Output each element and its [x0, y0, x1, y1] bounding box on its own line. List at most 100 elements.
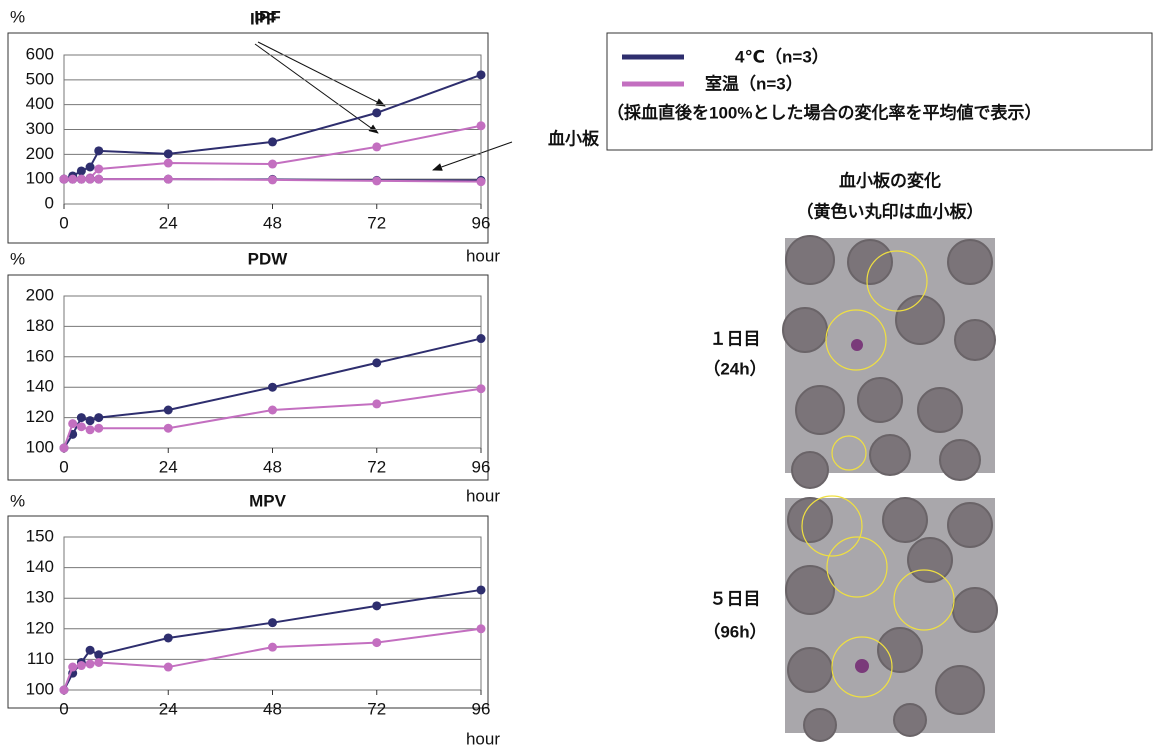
- data-point: [476, 585, 486, 595]
- data-point: [76, 413, 86, 423]
- y-axis-label: %: [10, 491, 25, 510]
- chart-frame: [7, 32, 489, 244]
- legend-entry: 室温（n=3）: [705, 73, 803, 93]
- data-point: [94, 164, 104, 174]
- y-tick-label: 200: [26, 285, 54, 304]
- data-point: [372, 399, 382, 409]
- data-point: [85, 174, 95, 184]
- data-point: [94, 650, 104, 660]
- x-tick-label: 96: [472, 457, 491, 476]
- annotation-arrows: [254, 41, 513, 171]
- y-tick-label: 130: [26, 588, 54, 607]
- data-point: [372, 176, 382, 186]
- data-point: [476, 70, 486, 80]
- data-point: [476, 334, 486, 344]
- y-tick-label: 120: [26, 618, 54, 637]
- y-tick-label: 160: [26, 346, 54, 365]
- data-point: [94, 423, 104, 433]
- legend-note: （採血直後を100%とした場合の変化率を平均値で表示）: [607, 102, 1041, 122]
- data-point: [68, 174, 78, 184]
- x-axis-label: hour: [466, 246, 500, 265]
- x-tick-label: 96: [472, 699, 491, 718]
- plot-area: [63, 536, 482, 691]
- data-point: [372, 638, 382, 648]
- data-point: [68, 419, 78, 429]
- data-point: [85, 162, 95, 172]
- y-tick-label: 300: [26, 119, 54, 138]
- panel-hours: （24h）: [703, 358, 766, 378]
- panel-day: １日目: [710, 329, 761, 348]
- x-tick-label: 72: [367, 457, 386, 476]
- chart-frame: [7, 274, 489, 481]
- x-tick-label: 48: [263, 699, 282, 718]
- plot-area: [63, 295, 482, 449]
- y-axis-label: %: [10, 7, 25, 26]
- data-point: [59, 685, 69, 695]
- data-point: [94, 413, 104, 423]
- series-line: [63, 588, 482, 691]
- data-point: [476, 384, 486, 394]
- y-tick-label: 600: [26, 44, 54, 63]
- x-tick-label: 72: [367, 699, 386, 718]
- x-tick-label: 24: [159, 457, 178, 476]
- data-point: [76, 174, 86, 184]
- data-point: [476, 624, 486, 634]
- y-tick-label: 180: [26, 316, 54, 335]
- data-point: [94, 657, 104, 667]
- data-point: [85, 659, 95, 669]
- y-tick-label: 110: [27, 649, 54, 668]
- x-tick-label: 24: [159, 213, 178, 232]
- y-tick-label: 100: [26, 679, 54, 698]
- data-point: [268, 382, 277, 392]
- micrograph-image: [782, 235, 996, 489]
- data-point: [268, 405, 277, 415]
- x-tick-label: 0: [59, 457, 68, 476]
- data-point: [163, 405, 173, 415]
- x-tick-label: 48: [263, 457, 282, 476]
- data-point: [268, 137, 277, 147]
- data-point: [163, 662, 173, 672]
- data-point: [372, 601, 382, 611]
- data-point: [85, 416, 95, 426]
- y-tick-label: 100: [26, 437, 54, 456]
- data-point: [94, 146, 104, 156]
- data-point: [268, 642, 277, 652]
- y-axis-label: %: [10, 249, 25, 268]
- chart-title: IPF: [254, 7, 280, 26]
- x-tick-label: 48: [263, 213, 282, 232]
- data-point: [268, 175, 277, 185]
- micrograph-title: 血小板の変化: [839, 170, 941, 190]
- data-point: [76, 661, 86, 671]
- y-tick-label: 0: [45, 193, 54, 212]
- data-point: [372, 108, 382, 118]
- y-tick-label: 500: [26, 69, 54, 88]
- data-point: [94, 174, 104, 184]
- y-tick-label: 150: [26, 526, 54, 545]
- data-point: [163, 174, 173, 184]
- annotation: IPF: [250, 9, 276, 28]
- y-tick-label: 140: [26, 557, 54, 576]
- panel-hours: （96h）: [703, 621, 766, 641]
- data-point: [372, 358, 382, 368]
- data-point: [476, 121, 486, 131]
- data-point: [268, 618, 277, 628]
- data-point: [476, 177, 486, 187]
- data-point: [85, 425, 95, 435]
- data-point: [372, 142, 382, 152]
- micrograph-image: [785, 495, 998, 742]
- y-tick-label: 400: [26, 94, 54, 113]
- data-point: [163, 149, 173, 159]
- x-axis-label: hour: [466, 729, 500, 748]
- x-tick-label: 96: [472, 213, 491, 232]
- x-tick-label: 72: [367, 213, 386, 232]
- x-tick-label: 24: [159, 699, 178, 718]
- y-tick-label: 100: [26, 169, 54, 188]
- data-point: [85, 645, 95, 655]
- chart-frame: [7, 515, 489, 709]
- chart-title: PDW: [248, 249, 289, 268]
- data-point: [59, 174, 69, 184]
- data-point: [268, 159, 277, 169]
- y-tick-label: 140: [26, 377, 54, 396]
- legend-box: [606, 32, 1153, 151]
